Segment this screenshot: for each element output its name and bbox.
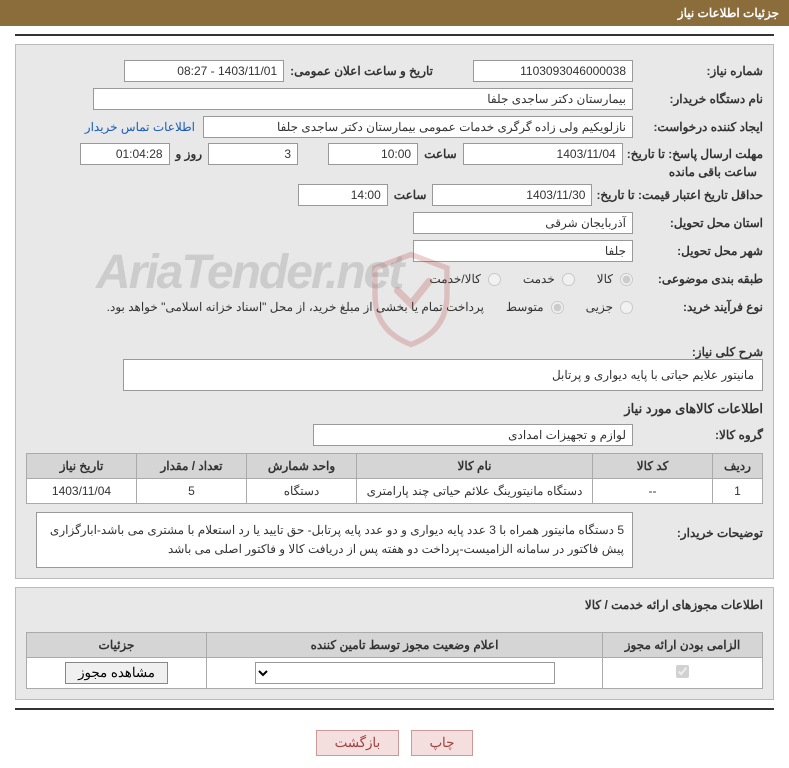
col-row: ردیف bbox=[713, 454, 763, 479]
buyer-device-label: نام دستگاه خریدار: bbox=[633, 92, 763, 106]
cell-row: 1 bbox=[713, 479, 763, 504]
license-header-row: الزامی بودن ارائه مجوز اعلام وضعیت مجوز … bbox=[27, 633, 763, 658]
request-creator-label: ایجاد کننده درخواست: bbox=[633, 120, 763, 134]
main-info-box: AriaTender.net شماره نیاز: 1103093046000… bbox=[15, 44, 774, 579]
days-count-value: 3 bbox=[208, 143, 298, 165]
goods-group-value: لوازم و تجهیزات امدادی bbox=[313, 424, 633, 446]
col-unit: واحد شمارش bbox=[247, 454, 357, 479]
col-qty: تعداد / مقدار bbox=[137, 454, 247, 479]
buyer-explain-label: توضیحات خریدار: bbox=[633, 512, 763, 540]
category-service-radio[interactable] bbox=[562, 273, 575, 286]
purchase-medium-radio[interactable] bbox=[551, 301, 564, 314]
need-number-label: شماره نیاز: bbox=[633, 64, 763, 78]
view-license-button[interactable]: مشاهده مجوز bbox=[65, 662, 168, 684]
goods-info-title: اطلاعات کالاهای مورد نیاز bbox=[26, 401, 763, 417]
col-name: نام کالا bbox=[357, 454, 593, 479]
response-deadline-label: مهلت ارسال پاسخ: تا تاریخ: bbox=[623, 147, 763, 161]
category-radio-group: کالا خدمت کالا/خدمت bbox=[411, 272, 633, 286]
goods-group-label: گروه کالا: bbox=[633, 428, 763, 442]
license-box: اطلاعات مجوزهای ارائه خدمت / کالا الزامی… bbox=[15, 587, 774, 700]
mandatory-checkbox bbox=[676, 665, 689, 678]
request-creator-value: نازلویکیم ولی زاده گرگری خدمات عمومی بیم… bbox=[203, 116, 633, 138]
general-desc-label: شرح کلی نیاز: bbox=[633, 345, 763, 359]
lic-details-cell: مشاهده مجوز bbox=[27, 658, 207, 689]
remaining-time-value: 01:04:28 bbox=[80, 143, 170, 165]
separator-2 bbox=[15, 708, 774, 710]
time-label-2: ساعت bbox=[394, 188, 427, 202]
purchase-type-label: نوع فرآیند خرید: bbox=[633, 300, 763, 314]
price-validity-label: حداقل تاریخ اعتبار قیمت: تا تاریخ: bbox=[592, 188, 763, 202]
days-and-label: روز و bbox=[176, 147, 203, 161]
col-need-date: تاریخ نیاز bbox=[27, 454, 137, 479]
response-date-value: 1403/11/04 bbox=[463, 143, 623, 165]
price-validity-date-value: 1403/11/30 bbox=[432, 184, 592, 206]
province-label: استان محل تحویل: bbox=[633, 216, 763, 230]
license-section-title: اطلاعات مجوزهای ارائه خدمت / کالا bbox=[26, 598, 763, 612]
city-value: جلفا bbox=[413, 240, 633, 262]
col-code: کد کالا bbox=[593, 454, 713, 479]
goods-table: ردیف کد کالا نام کالا واحد شمارش تعداد /… bbox=[26, 453, 763, 504]
footer-buttons: چاپ بازگشت bbox=[0, 718, 789, 768]
category-label: طبقه بندی موضوعی: bbox=[633, 272, 763, 286]
purchase-type-group: جزیی متوسط پرداخت تمام یا بخشی از مبلغ خ… bbox=[107, 300, 633, 314]
back-button[interactable]: بازگشت bbox=[316, 730, 400, 756]
cell-code: -- bbox=[593, 479, 713, 504]
license-row: مشاهده مجوز bbox=[27, 658, 763, 689]
goods-table-header-row: ردیف کد کالا نام کالا واحد شمارش تعداد /… bbox=[27, 454, 763, 479]
lic-status-cell bbox=[207, 658, 603, 689]
general-desc-value: مانیتور علایم حیاتی با پایه دیواری و پرت… bbox=[123, 359, 763, 391]
price-validity-time-value: 14:00 bbox=[298, 184, 388, 206]
need-number-value: 1103093046000038 bbox=[473, 60, 633, 82]
cell-qty: 5 bbox=[137, 479, 247, 504]
purchase-note: پرداخت تمام یا بخشی از مبلغ خرید، از محل… bbox=[107, 300, 484, 314]
buyer-explain-value: 5 دستگاه مانیتور همراه با 3 عدد پایه دیو… bbox=[36, 512, 633, 568]
province-value: آذربایجان شرقی bbox=[413, 212, 633, 234]
separator bbox=[15, 34, 774, 36]
announce-dt-label: تاریخ و ساعت اعلان عمومی: bbox=[290, 64, 433, 78]
print-button[interactable]: چاپ bbox=[411, 730, 474, 756]
lic-col-mandatory: الزامی بودن ارائه مجوز bbox=[603, 633, 763, 658]
cell-unit: دستگاه bbox=[247, 479, 357, 504]
cell-need-date: 1403/11/04 bbox=[27, 479, 137, 504]
lic-col-status: اعلام وضعیت مجوز توسط تامین کننده bbox=[207, 633, 603, 658]
announce-dt-value: 1403/11/01 - 08:27 bbox=[124, 60, 284, 82]
license-table: الزامی بودن ارائه مجوز اعلام وضعیت مجوز … bbox=[26, 632, 763, 689]
goods-table-row: 1 -- دستگاه مانیتورینگ علائم حیاتی چند پ… bbox=[27, 479, 763, 504]
remaining-label: ساعت باقی مانده bbox=[669, 165, 757, 179]
page-header: جزئیات اطلاعات نیاز bbox=[0, 0, 789, 26]
cell-name: دستگاه مانیتورینگ علائم حیاتی چند پارامت… bbox=[357, 479, 593, 504]
category-goods-service-radio[interactable] bbox=[488, 273, 501, 286]
page-title: جزئیات اطلاعات نیاز bbox=[678, 6, 779, 20]
lic-col-details: جزئیات bbox=[27, 633, 207, 658]
city-label: شهر محل تحویل: bbox=[633, 244, 763, 258]
response-time-value: 10:00 bbox=[328, 143, 418, 165]
contact-buyer-link[interactable]: اطلاعات تماس خریدار bbox=[85, 120, 195, 134]
time-label-1: ساعت bbox=[424, 147, 457, 161]
lic-mandatory-cell bbox=[603, 658, 763, 689]
category-goods-radio[interactable] bbox=[620, 273, 633, 286]
purchase-partial-radio[interactable] bbox=[620, 301, 633, 314]
buyer-device-value: بیمارستان دکتر ساجدی جلفا bbox=[93, 88, 633, 110]
license-status-select[interactable] bbox=[255, 662, 555, 684]
